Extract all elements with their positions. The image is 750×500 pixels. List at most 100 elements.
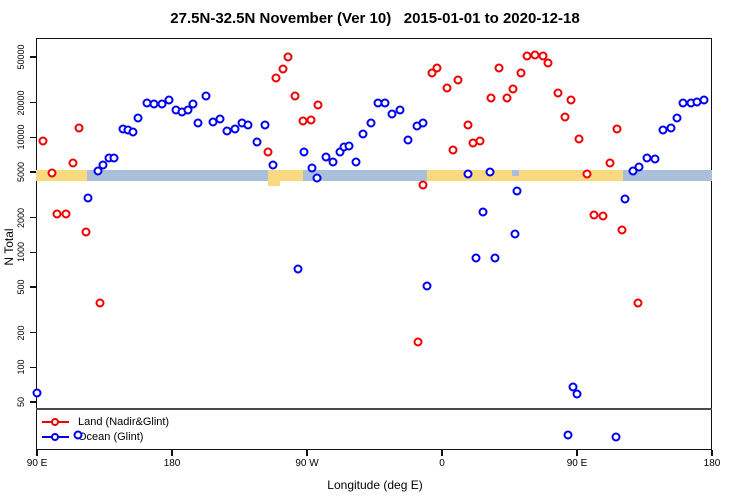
legend-label-ocean: Ocean (Glint) — [78, 431, 144, 443]
ocean-point — [188, 99, 198, 109]
ocean-point — [478, 207, 488, 217]
ocean-point — [344, 141, 354, 151]
land-point — [617, 225, 627, 235]
ocean-point — [471, 253, 481, 263]
x-axis-tick — [576, 450, 578, 456]
ocean-point — [351, 157, 361, 167]
ocean-point — [422, 281, 432, 291]
y-axis-tick-label: 200 — [16, 325, 26, 341]
ocean-point — [512, 186, 522, 196]
ocean-point — [672, 113, 682, 123]
y-axis-tick-label: 500 — [16, 279, 26, 295]
ocean-point — [260, 120, 270, 130]
band-detail-ocean — [512, 170, 519, 177]
ocean-point — [252, 137, 262, 147]
x-axis-tick-label: 0 — [439, 458, 445, 469]
ocean-point — [321, 152, 331, 162]
land-point — [574, 134, 584, 144]
chart-title: 27.5N-32.5N November (Ver 10) 2015-01-01… — [170, 10, 580, 27]
ocean-point — [658, 125, 668, 135]
legend-label-land: Land (Nadir&Glint) — [78, 416, 170, 428]
x-axis-tick-label: 90 E — [566, 458, 588, 469]
land-point — [81, 227, 91, 237]
ocean-point — [510, 229, 520, 239]
ocean-point — [572, 389, 582, 399]
ocean-point — [650, 154, 660, 163]
land-ocean-band-land — [427, 170, 624, 181]
band-detail-land — [268, 180, 281, 186]
land-point — [283, 52, 293, 62]
ocean-point — [98, 160, 108, 170]
y-axis-tick — [30, 217, 36, 219]
land-point — [475, 136, 485, 146]
ocean-point — [193, 118, 203, 128]
ocean-point — [299, 147, 309, 157]
x-axis-tick — [441, 450, 443, 456]
y-axis-tick-label: 5000 — [16, 161, 26, 183]
land-point — [538, 51, 548, 61]
legend-marker-land — [42, 416, 69, 428]
land-point — [427, 68, 437, 78]
ocean-point — [268, 160, 278, 170]
ocean-point — [93, 166, 103, 176]
ocean-point — [463, 169, 473, 179]
land-point — [543, 58, 553, 68]
legend-item-land: Land (Nadir&Glint) — [42, 416, 169, 428]
land-point — [494, 63, 504, 73]
ocean-point — [490, 253, 500, 263]
land-point — [298, 116, 308, 126]
land-ocean-band-land — [268, 170, 303, 181]
ocean-point — [634, 162, 644, 172]
land-point — [52, 209, 62, 219]
land-point — [413, 337, 423, 347]
y-axis-tick — [30, 251, 36, 254]
ocean-point — [230, 124, 240, 134]
land-point — [38, 136, 48, 146]
ocean-point — [666, 123, 676, 133]
x-axis-tick-label: 90 E — [26, 458, 48, 469]
x-axis-tick-label: 90 W — [295, 458, 319, 469]
y-axis-tick — [30, 401, 36, 403]
legend-circle-red-icon — [51, 418, 59, 426]
ocean-point — [83, 193, 93, 202]
land-point — [95, 298, 105, 308]
ocean-point — [380, 98, 390, 108]
y-axis-tick — [30, 366, 36, 369]
ocean-point — [128, 127, 138, 137]
land-point — [278, 64, 288, 74]
land-point — [271, 73, 281, 83]
ocean-point — [109, 153, 119, 163]
land-point — [68, 158, 78, 168]
ocean-point — [183, 105, 193, 115]
land-point — [612, 124, 622, 134]
y-axis-tick — [30, 286, 36, 288]
reference-line — [36, 408, 712, 410]
land-point — [598, 211, 608, 221]
ocean-point — [215, 114, 225, 124]
land-point — [432, 63, 442, 73]
ocean-point — [243, 120, 253, 130]
legend-marker-ocean — [42, 431, 69, 443]
land-point — [306, 115, 316, 125]
y-axis-tick-label: 20000 — [16, 90, 26, 116]
y-axis-tick-label: 10000 — [16, 124, 26, 150]
y-axis-tick — [30, 332, 36, 334]
land-point — [263, 147, 273, 157]
land-point — [486, 93, 496, 103]
y-axis-tick-label: 50 — [16, 396, 26, 408]
land-point — [74, 123, 84, 133]
legend-item-ocean: Ocean (Glint) — [42, 431, 143, 443]
ocean-point — [418, 118, 428, 128]
ocean-point — [387, 109, 397, 119]
ocean-point — [328, 157, 338, 167]
land-point — [442, 83, 452, 93]
x-axis-tick-label: 180 — [163, 458, 181, 469]
land-point — [582, 169, 592, 179]
x-axis-title: Longitude (deg E) — [327, 478, 423, 492]
land-point — [418, 180, 428, 190]
ocean-point — [620, 194, 630, 204]
land-point — [448, 145, 458, 155]
ocean-point — [395, 105, 405, 115]
land-point — [516, 68, 526, 78]
